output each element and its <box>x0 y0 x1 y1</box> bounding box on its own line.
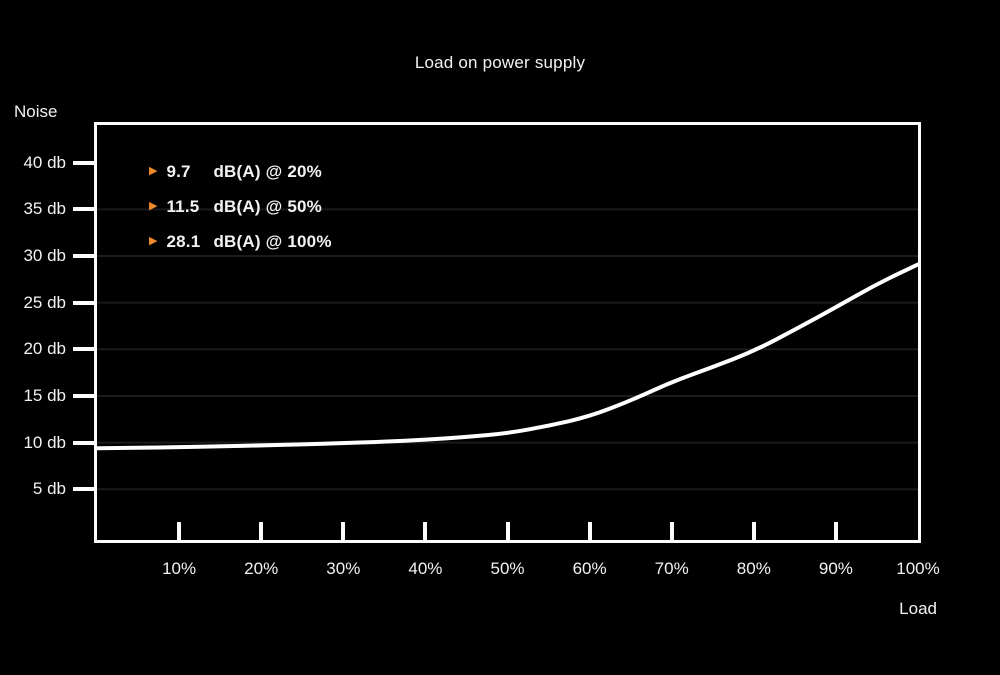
y-tick-label: 40 db <box>23 152 66 172</box>
legend-value: 9.7 <box>166 161 191 181</box>
x-tick-mark <box>751 522 756 540</box>
x-tick-mark <box>669 522 674 540</box>
legend-row: ▶ 11.5 dB(A) @ 50% <box>149 196 332 217</box>
y-tick-mark <box>73 487 97 492</box>
legend: ▶ 9.7 dB(A) @ 20% ▶ 11.5 dB(A) @ 50% ▶ 28.1 dB(A… <box>149 161 332 266</box>
x-tick-label: 40% <box>408 559 443 578</box>
legend-row: ▶ 9.7 dB(A) @ 20% <box>149 161 332 182</box>
legend-row: ▶ 28.1 dB(A) @ 100% <box>149 231 332 252</box>
plot-canvas <box>97 208 918 491</box>
x-tick-label: 90% <box>818 559 853 578</box>
x-tick-mark <box>587 522 592 540</box>
x-tick-label: 80% <box>736 559 771 578</box>
legend-marker-icon: ▶ <box>149 200 158 212</box>
y-tick-mark <box>73 300 97 305</box>
x-tick-mark <box>177 522 182 540</box>
plot-border <box>94 122 921 543</box>
y-tick-mark <box>73 254 97 258</box>
x-tick-mark <box>423 522 428 540</box>
y-tick-mark <box>73 347 97 352</box>
x-tick-label: 60% <box>572 559 607 578</box>
y-tick-mark <box>73 207 97 212</box>
legend-text: dB(A) @ 100% <box>213 231 332 251</box>
x-tick-mark <box>833 522 838 540</box>
x-tick-label: 50% <box>490 559 525 578</box>
x-tick-label: 70% <box>654 559 689 578</box>
y-tick-label: 5 db <box>32 479 66 499</box>
noise-curve <box>97 262 918 451</box>
x-tick-label: 100% <box>896 559 940 578</box>
legend-text: dB(A) @ 20% <box>213 161 322 181</box>
x-tick-label: 20% <box>244 559 279 578</box>
y-tick-mark <box>73 440 97 445</box>
legend-text: dB(A) @ 50% <box>213 196 322 216</box>
y-tick-label: 35 db <box>23 199 66 219</box>
legend-marker-icon: ▶ <box>149 165 158 177</box>
y-tick-label: 30 db <box>23 246 66 265</box>
y-tick-label: 20 db <box>23 339 66 359</box>
y-tick-label: 15 db <box>23 385 66 405</box>
y-tick-mark <box>73 393 97 398</box>
x-axis-title: Load <box>899 599 937 618</box>
x-tick-mark <box>341 522 346 540</box>
y-tick-label: 25 db <box>23 292 66 312</box>
chart-title: Load on power supply <box>414 53 586 72</box>
y-tick-mark <box>73 160 97 165</box>
legend-marker-icon: ▶ <box>149 235 158 247</box>
legend-value: 28.1 <box>166 231 201 251</box>
y-axis-title: Noise <box>14 102 58 121</box>
x-tick-mark <box>259 522 264 540</box>
legend-value: 11.5 <box>166 196 200 216</box>
x-tick-label: 30% <box>326 559 361 578</box>
x-tick-mark <box>505 522 510 540</box>
y-tick-label: 10 db <box>23 432 66 452</box>
x-tick-label: 10% <box>162 559 197 578</box>
